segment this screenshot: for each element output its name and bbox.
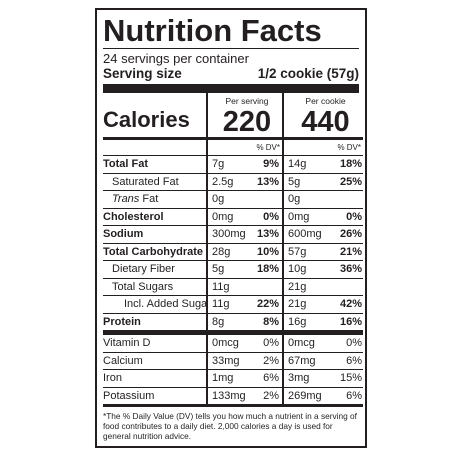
serving-dv: 22% bbox=[246, 296, 282, 314]
cookie-dv bbox=[324, 279, 363, 296]
trans-fat-suffix: Fat bbox=[139, 193, 159, 205]
cookie-amount: 600mg bbox=[282, 226, 324, 244]
nutrition-facts-title: Nutrition Facts bbox=[103, 13, 322, 48]
cookie-dv: 36% bbox=[324, 261, 363, 279]
serving-dv bbox=[246, 279, 282, 296]
cookie-dv: 6% bbox=[324, 353, 363, 370]
nutrient-name: Cholesterol bbox=[103, 209, 206, 226]
cookie-amount: 0mcg bbox=[282, 335, 324, 353]
dv-header-cookie: % DV* bbox=[282, 140, 363, 156]
nutrient-grid: Per serving Per cookie Calories 220 440 … bbox=[103, 93, 363, 407]
serving-size-label: Serving size bbox=[103, 66, 182, 81]
vitamin-name: Potassium bbox=[103, 388, 206, 407]
cookie-dv: 6% bbox=[324, 388, 363, 407]
serving-amount: 1mg bbox=[206, 370, 246, 388]
nutrient-name: Dietary Fiber bbox=[103, 261, 206, 279]
nutrient-name: Trans Fat bbox=[103, 191, 206, 209]
serving-amount: 8g bbox=[206, 313, 246, 335]
per-serving-header: Per serving bbox=[206, 93, 282, 107]
serving-size-row: Serving size 1/2 cookie (57g) bbox=[103, 66, 359, 82]
dv-footnote: *The % Daily Value (DV) tells you how mu… bbox=[103, 411, 357, 441]
serving-dv: 0% bbox=[246, 209, 282, 226]
nutrient-name: Sodium bbox=[103, 226, 206, 244]
cookie-dv: 21% bbox=[324, 244, 363, 261]
serving-amount: 0mcg bbox=[206, 335, 246, 353]
serving-dv: 2% bbox=[246, 388, 282, 407]
calories-per-serving: 220 bbox=[206, 107, 282, 140]
serving-dv: 10% bbox=[246, 244, 282, 261]
serving-dv: 6% bbox=[246, 370, 282, 388]
calories-label: Calories bbox=[103, 107, 206, 140]
cookie-dv: 18% bbox=[324, 156, 363, 174]
serving-dv: 2% bbox=[246, 353, 282, 370]
per-cookie-header: Per cookie bbox=[282, 93, 363, 107]
cookie-amount: 21g bbox=[282, 296, 324, 314]
cookie-dv: 0% bbox=[324, 209, 363, 226]
servings-per-container: 24 servings per container bbox=[103, 51, 249, 66]
trans-word: Trans bbox=[112, 193, 140, 205]
nutrient-name: Protein bbox=[103, 314, 206, 335]
cookie-amount: 16g bbox=[282, 313, 324, 335]
nutrient-name: Incl. Added Sugars bbox=[103, 296, 206, 314]
cookie-amount: 10g bbox=[282, 261, 324, 279]
cookie-dv: 16% bbox=[324, 314, 363, 335]
vitamin-name: Vitamin D bbox=[103, 335, 206, 353]
nutrition-facts-panel: Nutrition Facts 24 servings per containe… bbox=[95, 8, 367, 448]
nutrient-name: Total Fat bbox=[103, 156, 206, 174]
serving-amount: 33mg bbox=[206, 352, 246, 370]
serving-amount: 133mg bbox=[206, 387, 246, 407]
cookie-amount: 14g bbox=[282, 156, 324, 174]
cookie-dv: 42% bbox=[324, 296, 363, 314]
serving-dv: 0% bbox=[246, 335, 282, 353]
serving-size-value: 1/2 cookie (57g) bbox=[257, 66, 359, 81]
dv-header-blank bbox=[103, 140, 206, 156]
thick-divider bbox=[103, 84, 359, 93]
cookie-amount: 0g bbox=[282, 191, 324, 209]
cookie-dv bbox=[324, 191, 363, 209]
serving-dv: 18% bbox=[246, 261, 282, 279]
serving-amount: 5g bbox=[206, 261, 246, 279]
serving-dv bbox=[246, 191, 282, 209]
cookie-amount: 269mg bbox=[282, 387, 324, 407]
cookie-amount: 0mg bbox=[282, 208, 324, 226]
header-blank bbox=[103, 93, 206, 107]
serving-amount: 28g bbox=[206, 243, 246, 261]
serving-dv: 13% bbox=[246, 226, 282, 244]
serving-amount: 11g bbox=[206, 278, 246, 296]
cookie-dv: 26% bbox=[324, 226, 363, 244]
serving-amount: 0g bbox=[206, 191, 246, 209]
serving-amount: 7g bbox=[206, 156, 246, 174]
serving-dv: 13% bbox=[246, 174, 282, 191]
nutrient-name: Saturated Fat bbox=[103, 174, 206, 191]
calories-per-cookie: 440 bbox=[282, 107, 363, 140]
cookie-dv: 15% bbox=[324, 370, 363, 388]
serving-amount: 300mg bbox=[206, 226, 246, 244]
cookie-amount: 3mg bbox=[282, 370, 324, 388]
cookie-amount: 5g bbox=[282, 173, 324, 191]
dv-header-serving: % DV* bbox=[206, 140, 282, 156]
vitamin-name: Calcium bbox=[103, 353, 206, 370]
cookie-dv: 25% bbox=[324, 174, 363, 191]
cookie-amount: 21g bbox=[282, 278, 324, 296]
cookie-amount: 67mg bbox=[282, 352, 324, 370]
nutrient-name: Total Carbohydrate bbox=[103, 244, 206, 261]
serving-dv: 8% bbox=[246, 314, 282, 335]
cookie-amount: 57g bbox=[282, 243, 324, 261]
serving-dv: 9% bbox=[246, 156, 282, 174]
vitamin-name: Iron bbox=[103, 370, 206, 388]
nutrient-name: Total Sugars bbox=[103, 279, 206, 296]
serving-amount: 0mg bbox=[206, 208, 246, 226]
title-divider bbox=[103, 48, 359, 49]
serving-amount: 11g bbox=[206, 296, 246, 314]
cookie-dv: 0% bbox=[324, 335, 363, 353]
serving-amount: 2.5g bbox=[206, 173, 246, 191]
